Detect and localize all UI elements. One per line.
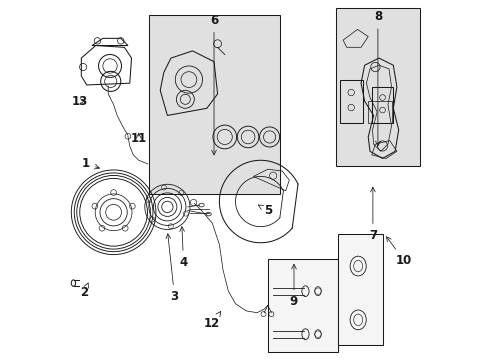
Text: 10: 10 [386, 237, 411, 267]
Bar [149, 15, 280, 194]
Text: 2: 2 [80, 283, 88, 300]
Bar [338, 234, 383, 345]
Bar [371, 87, 392, 123]
Bar [367, 101, 391, 123]
Bar [267, 259, 337, 352]
Text: 7: 7 [368, 187, 376, 242]
Text: 3: 3 [165, 234, 178, 303]
Text: 12: 12 [203, 311, 220, 330]
Text: 4: 4 [179, 227, 187, 269]
Text: 13: 13 [72, 95, 88, 108]
Text: 1: 1 [82, 157, 99, 170]
Bar [335, 8, 419, 166]
Bar [339, 80, 362, 123]
Text: 11: 11 [130, 132, 146, 145]
Text: 6: 6 [209, 14, 218, 155]
Text: 5: 5 [258, 204, 271, 217]
Text: 9: 9 [289, 264, 298, 309]
Text: 8: 8 [373, 10, 381, 146]
